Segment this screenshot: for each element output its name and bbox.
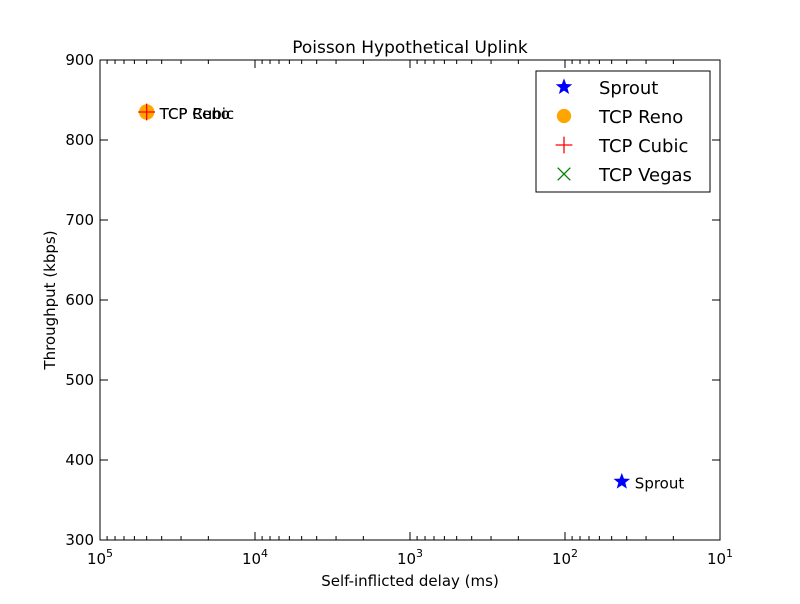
legend: Sprout TCP Reno TCP Cubic TCP Vegas	[535, 70, 711, 193]
y-tick-label: 600	[65, 291, 94, 309]
legend-marker-tcp-cubic	[555, 136, 573, 154]
legend-label-tcp-vegas: TCP Vegas	[598, 165, 692, 186]
legend-label-tcp-cubic: TCP Cubic	[598, 136, 688, 157]
x-tick-label: 102	[552, 547, 578, 568]
y-tick-label: 300	[65, 531, 94, 549]
point-label-tcp-reno: TCP Reno	[159, 105, 230, 123]
legend-marker-tcp-reno	[556, 108, 572, 124]
point-label-sprout: Sprout	[635, 475, 685, 493]
chart-title: Poisson Hypothetical Uplink	[292, 38, 528, 58]
axis-ticks: 105 104 103 102 101 300 400 500 600 700 800 900	[65, 51, 733, 568]
y-tick-label: 400	[65, 451, 94, 469]
data-point-sprout	[613, 472, 631, 489]
y-axis-label: Throughput (kbps)	[41, 230, 59, 370]
legend-label-tcp-reno: TCP Reno	[598, 107, 683, 128]
x-tick-label: 105	[87, 547, 113, 568]
legend-marker-tcp-vegas	[557, 167, 571, 181]
y-tick-label: 900	[65, 51, 94, 69]
data-point-tcp-cubic	[138, 103, 156, 121]
x-tick-label: 101	[707, 547, 733, 568]
legend-label-sprout: Sprout	[599, 78, 658, 99]
point-label-tcp-cubic: TCP Cubic	[159, 105, 235, 123]
y-tick-label: 700	[65, 211, 94, 229]
data-points	[138, 103, 631, 489]
x-tick-label: 103	[397, 547, 423, 568]
legend-marker-sprout	[555, 78, 573, 95]
y-tick-label: 500	[65, 371, 94, 389]
y-tick-label: 800	[65, 131, 94, 149]
x-axis-label: Self-inflicted delay (ms)	[321, 572, 499, 590]
x-tick-label: 104	[242, 547, 268, 568]
